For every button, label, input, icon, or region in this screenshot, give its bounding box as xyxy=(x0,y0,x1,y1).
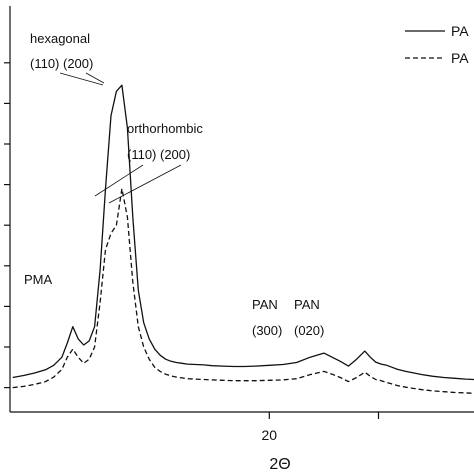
pan-300-label: PAN xyxy=(252,297,278,312)
hexagonal-leader-line-1 xyxy=(59,72,104,86)
y-ticks xyxy=(4,62,10,389)
hexagonal-planes-label: (110) (200) xyxy=(30,56,93,71)
x-tick-label: 20 xyxy=(262,427,278,443)
series-line-solid xyxy=(12,84,474,381)
series-line-dashed xyxy=(12,188,474,394)
pma-label: PMA xyxy=(24,272,53,287)
legend-solid-label: PA xyxy=(451,23,469,39)
y-axis xyxy=(4,6,11,412)
orthorhombic-planes-label: (110) (200) xyxy=(127,147,190,162)
pan-020-planes-label: (020) xyxy=(294,323,324,338)
orthorhombic-leader-line-2 xyxy=(108,164,182,204)
pan-020-label: PAN xyxy=(294,297,320,312)
legend: PA PA xyxy=(405,23,469,66)
annotations: hexagonal (110) (200) orthorhombic (110)… xyxy=(24,31,324,338)
hexagonal-leader-line-2 xyxy=(85,72,105,84)
series-layer xyxy=(12,84,474,394)
x-ticks: 20 xyxy=(262,412,380,443)
pan-300-planes-label: (300) xyxy=(252,323,282,338)
orthorhombic-leader-line-1 xyxy=(94,164,144,197)
x-axis-label: 2Θ xyxy=(269,456,290,473)
legend-dashed-label: PA xyxy=(451,50,469,66)
hexagonal-label: hexagonal xyxy=(30,31,90,46)
orthorhombic-label: orthorhombic xyxy=(127,121,203,136)
x-axis: 20 2Θ xyxy=(10,411,474,473)
